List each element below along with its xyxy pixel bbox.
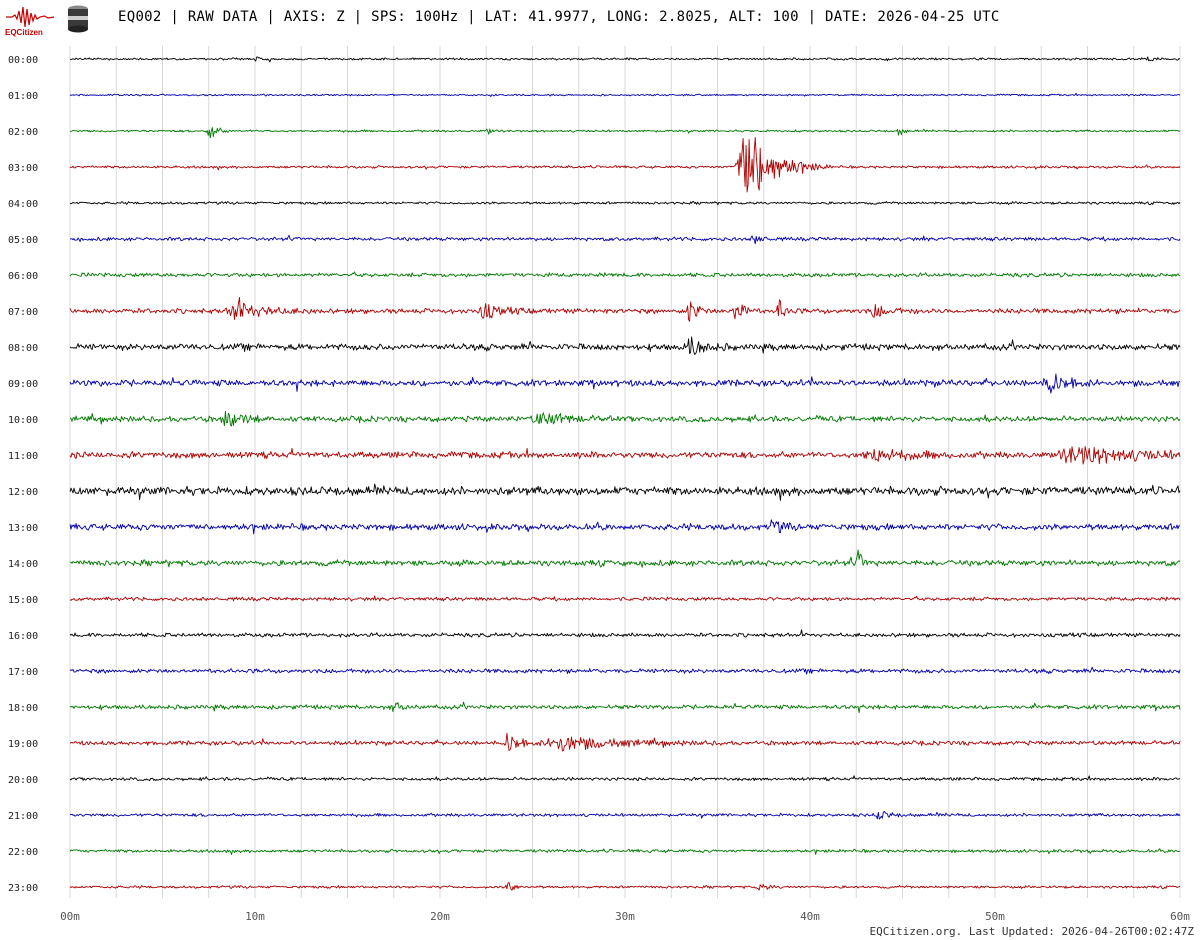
trace-hour [69,732,1181,752]
row-time-label: 01:00 [8,91,38,102]
trace-hour [69,56,1181,63]
trace-hour [69,666,1181,675]
trace-hour [69,549,1181,568]
row-time-label: 02:00 [8,127,38,138]
row-time-label: 11:00 [8,451,38,462]
last-updated: EQCitizen.org. Last Updated: 2026-04-26T… [869,925,1194,938]
trace-hour [69,810,1181,820]
trace-hour [69,519,1181,535]
trace-hour [69,882,1181,891]
row-time-label: 14:00 [8,559,38,570]
row-time-label: 17:00 [8,667,38,678]
row-time-label: 23:00 [8,883,38,894]
row-time-label: 07:00 [8,307,38,318]
x-tick-label: 10m [245,910,265,923]
trace-hour [69,446,1181,465]
chart-title: EQ002 | RAW DATA | AXIS: Z | SPS: 100Hz … [118,9,1000,25]
sensor-icon [68,5,88,33]
row-time-label: 22:00 [8,847,38,858]
row-time-label: 13:00 [8,523,38,534]
row-time-label: 19:00 [8,739,38,750]
row-time-label: 10:00 [8,415,38,426]
x-tick-label: 60m [1170,910,1190,923]
trace-hour [69,775,1181,782]
trace-hour [69,848,1181,855]
trace-hour [69,296,1181,322]
row-time-label: 12:00 [8,487,38,498]
trace-hour [69,271,1181,278]
trace-hour [69,595,1181,602]
trace-hour [69,92,1181,98]
x-tick-label: 30m [615,910,635,923]
x-tick-label: 50m [985,910,1005,923]
row-time-label: 18:00 [8,703,38,714]
trace-hour [69,701,1181,714]
trace-hour [69,410,1181,427]
row-time-label: 08:00 [8,343,38,354]
row-time-label: 05:00 [8,235,38,246]
row-time-label: 03:00 [8,163,38,174]
trace-hour [69,336,1181,355]
row-time-label: 04:00 [8,199,38,210]
row-time-label: 15:00 [8,595,38,606]
row-time-label: 16:00 [8,631,38,642]
eqcitizen-logo: EQCitizen [5,6,55,37]
trace-hour [69,373,1181,394]
row-time-label: 21:00 [8,811,38,822]
trace-hour [69,483,1181,501]
row-time-label: 20:00 [8,775,38,786]
logo-text: EQCitizen [5,28,43,37]
grid-layer [69,46,1181,898]
header: EQCitizen EQ002 | RAW DATA | AXIS: Z | S… [0,0,1200,40]
row-time-label: 00:00 [8,55,38,66]
label-layer: 00m 10m 20m 30m 40m 50m 60m 00:00 01:00 02:00 03:0… [8,55,1190,923]
trace-hour [69,201,1181,206]
trace-hour [69,127,1181,139]
x-tick-label: 00m [60,910,80,923]
logo-waveform [6,6,55,28]
trace-layer [69,56,1181,891]
trace-hour [69,629,1181,638]
trace-hour [69,137,1181,193]
x-tick-label: 40m [800,910,820,923]
row-time-label: 09:00 [8,379,38,390]
trace-hour [69,234,1181,245]
x-tick-label: 20m [430,910,450,923]
row-time-label: 06:00 [8,271,38,282]
